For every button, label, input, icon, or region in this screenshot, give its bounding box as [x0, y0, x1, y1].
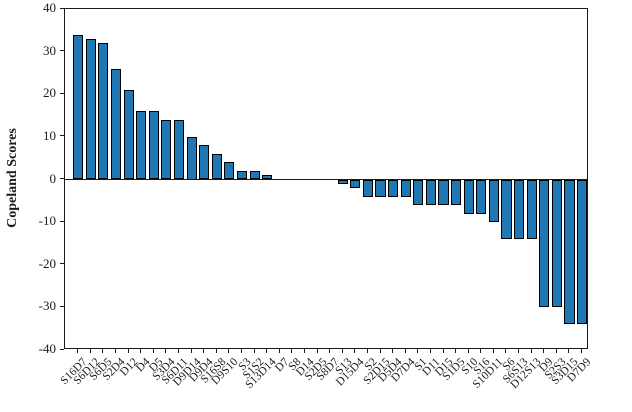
y-tick-label: -30 — [38, 298, 56, 314]
bar-S3D15 — [564, 179, 575, 325]
x-tick — [228, 349, 230, 353]
x-tick — [455, 349, 457, 353]
bar-S6 — [501, 179, 512, 240]
x-tick — [429, 349, 431, 353]
bar-S16 — [476, 179, 487, 214]
bar-S6D11 — [173, 119, 185, 180]
x-tick — [89, 349, 91, 353]
x-tick — [467, 349, 469, 353]
x-tick — [240, 349, 242, 353]
x-tick — [316, 349, 318, 353]
y-tick — [60, 348, 64, 350]
bar-S10 — [463, 179, 474, 214]
bar-S3D4 — [161, 119, 172, 180]
y-tick — [60, 135, 64, 137]
bar-D11 — [425, 179, 436, 206]
x-tick — [480, 349, 482, 353]
bar-S13 — [337, 179, 348, 184]
bar-S16S8 — [211, 153, 222, 180]
bar-S16D7 — [73, 34, 84, 180]
x-tick — [266, 349, 268, 353]
bar-D9 — [539, 179, 550, 308]
x-tick — [530, 349, 532, 353]
bar-S2D4 — [110, 68, 122, 180]
bar-D12 — [123, 89, 134, 180]
bar-S1 — [413, 179, 424, 206]
bar-S10D11 — [488, 179, 499, 223]
x-tick — [278, 349, 280, 353]
bar-S2S3 — [551, 179, 562, 308]
x-tick — [492, 349, 494, 353]
bar-D9S10 — [224, 162, 235, 180]
x-tick — [341, 349, 343, 353]
x-tick — [568, 349, 570, 353]
bar-D15 — [438, 179, 449, 206]
bar-D7D4 — [400, 179, 411, 197]
y-tick-label: 0 — [49, 170, 57, 186]
y-tick — [60, 7, 64, 9]
y-tick-label: 40 — [43, 0, 56, 15]
x-tick — [543, 349, 545, 353]
bar-D12S13 — [526, 179, 537, 240]
bar-S1D5 — [451, 179, 462, 206]
y-tick — [60, 178, 64, 179]
y-tick — [60, 305, 64, 307]
bar-S6D12 — [85, 38, 96, 180]
x-tick — [77, 349, 79, 353]
x-tick — [152, 349, 154, 353]
bar-D4 — [136, 111, 147, 180]
y-tick-label: -20 — [38, 255, 56, 271]
zero-baseline — [65, 179, 587, 180]
x-tick — [165, 349, 167, 353]
x-tick — [379, 349, 381, 353]
plot-area — [64, 8, 588, 349]
x-tick — [404, 349, 406, 353]
y-tick-label: -40 — [38, 341, 56, 356]
bar-S6D5 — [98, 43, 109, 180]
x-tick — [392, 349, 394, 353]
bar-S2 — [362, 179, 373, 197]
x-tick — [505, 349, 507, 353]
bar-S13D14 — [262, 175, 273, 180]
x-tick — [555, 349, 557, 353]
bar-D15D4 — [350, 179, 361, 189]
y-tick-label: 20 — [43, 85, 56, 101]
bar-S6S13 — [514, 179, 525, 240]
bar-D5 — [148, 111, 159, 180]
x-tick — [518, 349, 520, 353]
x-tick — [442, 349, 444, 353]
x-tick — [115, 349, 116, 353]
x-tick — [102, 349, 104, 353]
x-tick — [329, 349, 331, 353]
y-tick — [60, 50, 64, 52]
x-tick — [190, 349, 192, 353]
y-tick-label: -10 — [38, 213, 56, 229]
x-tick — [203, 349, 205, 353]
x-tick — [253, 349, 255, 353]
x-tick — [581, 349, 583, 353]
bar-S2D15 — [375, 179, 386, 197]
x-tick — [215, 349, 217, 353]
y-tick — [60, 220, 64, 222]
x-tick — [127, 349, 129, 353]
x-tick — [366, 349, 368, 353]
y-tick — [60, 92, 64, 94]
x-tick — [177, 349, 179, 353]
bar-D5D4 — [388, 179, 399, 197]
bar-D7D9 — [577, 179, 588, 325]
y-tick-label: 30 — [43, 42, 56, 58]
x-tick — [417, 349, 419, 353]
x-tick — [303, 349, 305, 353]
bar-D9D4 — [199, 145, 210, 180]
bar-D9D14 — [186, 136, 197, 180]
x-tick — [354, 349, 356, 353]
y-axis-title: Copeland Scores — [5, 128, 20, 228]
x-tick — [291, 349, 293, 353]
x-tick — [140, 349, 142, 353]
y-tick — [60, 263, 64, 265]
y-tick-label: 10 — [43, 127, 56, 143]
